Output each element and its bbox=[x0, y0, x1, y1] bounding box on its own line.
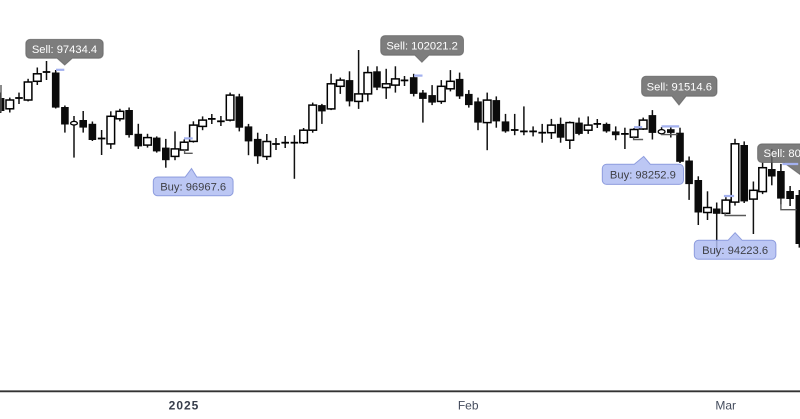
svg-text:Sell: 80517.4: Sell: 80517.4 bbox=[764, 148, 800, 160]
svg-text:Sell: 97434.4: Sell: 97434.4 bbox=[32, 44, 97, 56]
svg-text:Sell: 91514.6: Sell: 91514.6 bbox=[647, 81, 712, 93]
svg-text:Mar: Mar bbox=[715, 398, 736, 412]
svg-text:2025: 2025 bbox=[169, 398, 200, 412]
svg-text:Feb: Feb bbox=[458, 398, 479, 412]
svg-text:Sell: 102021.2: Sell: 102021.2 bbox=[386, 41, 458, 53]
svg-text:Buy: 98252.9: Buy: 98252.9 bbox=[610, 169, 676, 181]
svg-text:Buy: 96967.6: Buy: 96967.6 bbox=[160, 181, 226, 193]
svg-text:Buy: 94223.6: Buy: 94223.6 bbox=[702, 245, 768, 257]
